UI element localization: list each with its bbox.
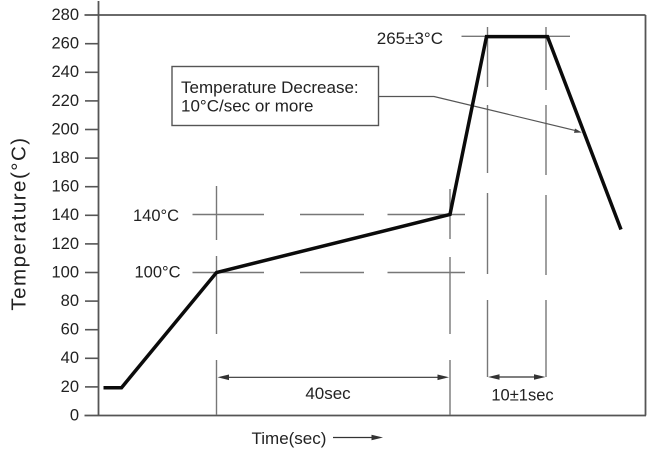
svg-text:Temperature(°C): Temperature(°C) bbox=[8, 136, 31, 310]
svg-text:100°C: 100°C bbox=[135, 264, 181, 282]
svg-text:100: 100 bbox=[51, 263, 79, 281]
svg-text:Temperature Decrease:: Temperature Decrease: bbox=[181, 78, 359, 97]
svg-text:180: 180 bbox=[51, 149, 79, 167]
svg-text:265±3°C: 265±3°C bbox=[377, 29, 443, 48]
svg-text:0: 0 bbox=[70, 406, 79, 424]
svg-text:20: 20 bbox=[61, 378, 79, 396]
svg-text:260: 260 bbox=[51, 35, 79, 53]
svg-text:Time(sec): Time(sec) bbox=[252, 429, 327, 448]
svg-text:240: 240 bbox=[51, 63, 79, 81]
svg-text:120: 120 bbox=[51, 235, 79, 253]
svg-text:80: 80 bbox=[61, 292, 79, 310]
svg-text:280: 280 bbox=[51, 6, 79, 24]
svg-text:160: 160 bbox=[51, 178, 79, 196]
svg-text:140: 140 bbox=[51, 206, 79, 224]
svg-text:40: 40 bbox=[61, 349, 79, 367]
svg-text:10°C/sec or more: 10°C/sec or more bbox=[181, 97, 313, 116]
svg-text:140°C: 140°C bbox=[133, 207, 179, 225]
svg-text:220: 220 bbox=[51, 92, 79, 110]
svg-text:10±1sec: 10±1sec bbox=[491, 387, 553, 405]
svg-text:40sec: 40sec bbox=[305, 384, 351, 403]
svg-text:60: 60 bbox=[61, 321, 79, 339]
svg-text:200: 200 bbox=[51, 120, 79, 138]
